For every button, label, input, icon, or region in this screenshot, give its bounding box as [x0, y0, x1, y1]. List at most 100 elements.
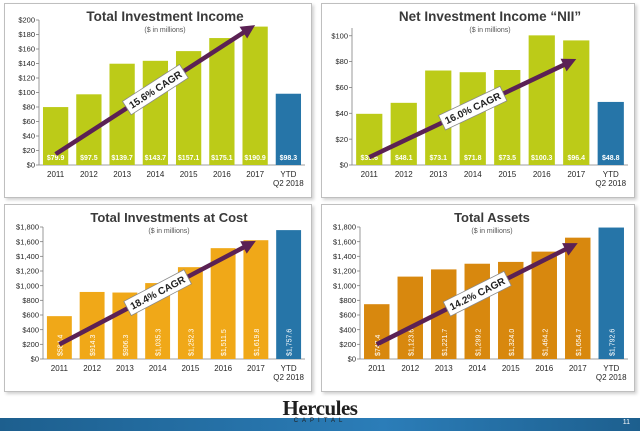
x-tick-label-line: YTD [281, 364, 297, 373]
cagr-arrow-head [562, 243, 578, 256]
data-label: $79.9 [47, 155, 65, 162]
x-tick-label-line: YTD [603, 170, 619, 179]
y-tick-label: $100 [18, 88, 35, 97]
y-tick-label: $140 [18, 59, 35, 68]
y-tick-label: $200 [339, 340, 356, 349]
chart-panel-total-investment-income: Total Investment Income ($ in millions) $0… [4, 3, 312, 198]
x-tick-label: 2014 [468, 364, 486, 373]
y-tick-label: $1,000 [333, 281, 356, 290]
data-label: $1,792.6 [609, 329, 616, 356]
data-label: $1,619.8 [254, 329, 261, 356]
x-tick-label: 2015 [181, 364, 199, 373]
x-tick-label: 2013 [435, 364, 453, 373]
y-tick-label: $1,200 [333, 267, 356, 276]
bar-2011 [42, 107, 69, 165]
bar-2016 [528, 35, 555, 166]
x-tick-label: 2014 [149, 364, 167, 373]
x-tick-label-line: Q2 2018 [596, 373, 627, 382]
chart-title: Total Assets [454, 210, 530, 225]
data-label: $1,511.5 [221, 329, 228, 356]
x-tick-label: 2012 [83, 364, 101, 373]
y-tick-label: $0 [31, 355, 39, 364]
chart-panel-total-investments-at-cost: Total Investments at Cost ($ in millions)… [4, 204, 312, 392]
y-tick-label: $200 [22, 340, 39, 349]
chart-net-investment-income: Net Investment Income “NII” ($ in million… [331, 9, 628, 188]
y-tick-label: $1,800 [333, 223, 356, 232]
chart-title: Total Investment Income [86, 9, 244, 24]
x-tick-label-line: Q2 2018 [273, 373, 304, 382]
x-tick-label: YTD Q2 2018 [595, 170, 626, 188]
bar-ytd-q2-2018 [276, 230, 302, 359]
data-label: $98.3 [280, 155, 298, 162]
y-tick-label: $0 [340, 161, 348, 170]
x-tick-label: 2011 [361, 170, 379, 179]
x-tick-label: 2011 [47, 170, 65, 179]
x-tick-label: 2016 [213, 170, 231, 179]
cagr-arrow-head [240, 240, 256, 254]
footer-bar [0, 418, 640, 431]
y-tick-label: $1,400 [333, 252, 356, 261]
data-label: $1,035.3 [156, 329, 163, 356]
x-tick-label: YTD Q2 2018 [596, 364, 627, 382]
bar-2012 [397, 276, 423, 359]
chart-subtitle: ($ in millions) [144, 27, 185, 34]
x-tick-label-line: Q2 2018 [273, 179, 304, 188]
data-label: $1,324.0 [509, 329, 516, 356]
data-label: $1,757.6 [287, 329, 294, 356]
data-label: $190.9 [244, 155, 266, 162]
chart-subtitle: ($ in millions) [148, 228, 189, 235]
chart-total-assets: Total Assets ($ in millions) $0 $200 $400 $60… [333, 210, 628, 382]
cagr-label-box [442, 270, 512, 317]
data-label: $1,654.7 [576, 329, 583, 356]
y-tick-label: $80 [22, 103, 35, 112]
bar-2015 [494, 70, 521, 165]
data-label: $1,123.6 [408, 329, 415, 356]
y-tick-label: $400 [339, 325, 356, 334]
y-tick-label: $0 [27, 161, 35, 170]
y-tick-label: $40 [22, 132, 35, 141]
data-label: $96.4 [567, 155, 585, 162]
y-tick-label: $200 [18, 16, 35, 25]
data-label: $906.3 [123, 334, 130, 356]
x-tick-label: 2011 [368, 364, 386, 373]
page-number: 11 [622, 419, 630, 426]
x-tick-label: 2012 [395, 170, 413, 179]
chart-total-investment-income: Total Investment Income ($ in millions) $0… [18, 9, 305, 188]
x-tick-label: 2011 [51, 364, 69, 373]
x-tick-label-line: Q2 2018 [595, 179, 626, 188]
data-label: $1,221.7 [442, 329, 449, 356]
y-tick-label: $20 [22, 146, 35, 155]
x-tick-label: 2017 [247, 364, 265, 373]
data-label: $175.1 [211, 155, 233, 162]
x-tick-label: 2012 [401, 364, 419, 373]
cagr-label-box [438, 85, 508, 131]
logo-subtext: CAPITAL [293, 418, 347, 424]
bar-2017 [565, 237, 591, 359]
x-tick-label: 2014 [464, 170, 482, 179]
bar-2016 [531, 251, 557, 359]
x-tick-label-line: YTD [280, 170, 296, 179]
x-tick-label: 2013 [429, 170, 447, 179]
x-tick-label: YTD Q2 2018 [273, 364, 304, 382]
y-tick-label: $600 [339, 311, 356, 320]
y-tick-label: $60 [22, 117, 35, 126]
x-tick-label: 2016 [533, 170, 551, 179]
bar-2017 [242, 26, 268, 165]
y-tick-label: $1,000 [16, 281, 39, 290]
cagr-arrow-head [560, 58, 577, 72]
chart-total-investments-at-cost: Total Investments at Cost ($ in millions)… [16, 210, 305, 382]
bar-ytd-q2-2018 [597, 101, 624, 165]
y-tick-label: $600 [22, 311, 39, 320]
data-label: $100.3 [531, 155, 553, 162]
x-tick-label: 2017 [246, 170, 264, 179]
chart-title: Net Investment Income “NII” [399, 9, 581, 24]
data-label: $914.3 [90, 334, 97, 356]
data-label: $1,464.2 [542, 329, 549, 356]
y-tick-label: $180 [18, 30, 35, 39]
data-label: $39.6 [360, 155, 378, 162]
x-tick-label: 2014 [146, 170, 164, 179]
y-tick-label: $1,400 [16, 252, 39, 261]
y-tick-label: $800 [339, 296, 356, 305]
x-tick-label: 2015 [502, 364, 520, 373]
bar-2017 [243, 240, 269, 359]
